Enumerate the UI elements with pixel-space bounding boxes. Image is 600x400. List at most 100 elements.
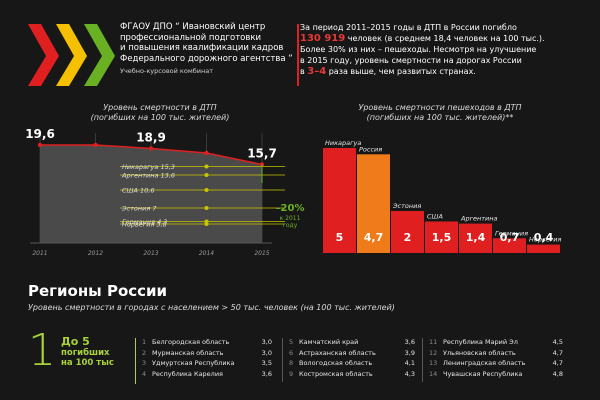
region-column: 5 Камчатский край 3,6 6 Астраханская област… xyxy=(289,337,415,379)
stat-block: За период 2011–2015 годы в ДТП в России … xyxy=(300,22,590,77)
region-value: 4,7 xyxy=(552,359,563,368)
region-rank: 12 xyxy=(429,348,438,357)
stat-ratio: 3–4 xyxy=(307,66,327,77)
regions-title: Регионы России xyxy=(28,282,168,300)
bar-value-label: 1,4 xyxy=(466,231,486,244)
bar xyxy=(323,148,356,253)
bar-value-label: 0,7 xyxy=(500,231,520,244)
region-value: 4,1 xyxy=(404,359,415,368)
pedestrian-chart-title: Уровень смертности пешеходов в ДТП xyxy=(358,103,522,112)
region-rank: 4 xyxy=(142,369,147,378)
region-rank: 8 xyxy=(289,359,294,368)
level-divider xyxy=(135,338,136,384)
region-name: Камчатский край xyxy=(299,338,359,347)
region-value: 3,5 xyxy=(261,359,272,368)
org-line: и повышения квалификации кадров xyxy=(120,43,284,53)
x-tick-label: 2014 xyxy=(199,250,214,257)
region-row: 5 Камчатский край 3,6 xyxy=(289,337,415,348)
annotation-text: к 2011 xyxy=(280,215,301,222)
region-rank: 5 xyxy=(289,338,294,347)
level-label-line: на 100 тыс xyxy=(61,358,114,368)
pedestrian-bar-chart: Никарагуа 5 Россия 4,7 Эстония 2 США 1,5 Аргенти… xyxy=(323,139,561,253)
org-line: Федерального дорожного агентства ” xyxy=(120,53,293,64)
benchmark-label: Норвегия 3,8 xyxy=(122,221,167,229)
stat-line: в 2015 году, уровень смертности на дорог… xyxy=(300,56,522,65)
region-row: 3 Удмуртская Республика 3,5 xyxy=(142,358,272,369)
x-tick-label: 2015 xyxy=(254,250,269,257)
x-tick-label: 2011 xyxy=(32,250,47,257)
column-divider xyxy=(422,338,423,382)
data-point xyxy=(93,142,98,148)
region-name: Чувашская Республика xyxy=(443,369,523,378)
region-rank: 13 xyxy=(429,359,438,368)
category-label: Россия xyxy=(359,145,382,153)
x-tick-label: 2012 xyxy=(88,250,103,257)
region-name: Ульяновская область xyxy=(443,348,516,357)
level-number: 1 xyxy=(28,325,56,376)
value-label: 18,9 xyxy=(136,131,166,145)
pedestrian-chart-subtitle: (погибших на 100 тыс. жителей)** xyxy=(366,112,514,122)
bar-value-label: 1,5 xyxy=(432,231,452,244)
bar xyxy=(459,223,492,253)
region-value: 3,6 xyxy=(404,338,415,347)
pedestrian-chart-title-block: Уровень смертности пешеходов в ДТП (поги… xyxy=(330,103,550,122)
region-column: 11 Республика Марий Эл 4,5 12 Ульяновская о… xyxy=(429,337,563,379)
logo-red-chevron xyxy=(28,24,59,86)
region-name: Костромская область xyxy=(299,369,373,378)
region-rank: 14 xyxy=(429,369,438,378)
logo xyxy=(28,24,115,86)
category-label: Норвегия xyxy=(529,236,561,244)
region-value: 3,0 xyxy=(261,338,272,347)
stat-line: 130 919 человек (в среднем 18,4 человек … xyxy=(300,33,590,44)
category-label: Аргентина xyxy=(460,215,497,223)
area-fill xyxy=(40,145,262,243)
org-subtitle: Учебно-курсовой комбинат xyxy=(120,67,213,75)
mortality-chart-title: Уровень смертности в ДТП xyxy=(103,103,217,112)
region-name: Республика Карелия xyxy=(152,369,223,378)
region-rank: 3 xyxy=(142,359,147,368)
region-value: 4,5 xyxy=(552,338,563,347)
region-row: 14 Чувашская Республика 4,8 xyxy=(429,369,563,380)
benchmark-label: Аргентина 13,6 xyxy=(121,172,175,180)
mortality-chart-title-block: Уровень смертности в ДТП (погибших на 10… xyxy=(60,103,260,122)
org-line: профессиональной подготовки xyxy=(120,32,262,43)
bar xyxy=(493,238,526,253)
stat-text: человек (в среднем 18,4 человек на 100 т… xyxy=(345,34,545,43)
data-point xyxy=(37,142,43,148)
mortality-chart-subtitle: (погибших на 100 тыс. жителей) xyxy=(90,112,230,122)
region-rank: 11 xyxy=(429,338,438,347)
stat-line: Более 30% из них – пешеходы. Несмотря на… xyxy=(300,45,537,54)
region-rank: 1 xyxy=(142,338,147,347)
stat-text: в xyxy=(300,67,308,76)
region-row: 6 Астраханская область 3,9 xyxy=(289,348,415,359)
region-row: 2 Мурманская область 3,0 xyxy=(142,348,272,359)
bar xyxy=(391,211,424,253)
annotation-value: –20% xyxy=(276,203,305,214)
region-row: 11 Республика Марий Эл 4,5 xyxy=(429,337,563,348)
stat-text: раза выше, чем развитых странах. xyxy=(326,67,476,76)
benchmark-point xyxy=(204,173,209,177)
bar xyxy=(357,154,390,253)
region-row: 4 Республика Карелия 3,6 xyxy=(142,369,272,380)
region-row: 13 Ленинградская область 4,7 xyxy=(429,358,563,369)
region-rank: 9 xyxy=(289,369,294,378)
bar-value-label: 4,7 xyxy=(364,231,384,244)
region-value: 3,9 xyxy=(404,348,415,357)
regions-subtitle: Уровень смертности в городах с население… xyxy=(28,303,395,312)
region-rank: 6 xyxy=(289,348,294,357)
region-name: Республика Марий Эл xyxy=(443,338,518,347)
category-label: Эстония xyxy=(392,202,421,210)
org-block: ФГАОУ ДПО “ Ивановский центр профессиона… xyxy=(120,22,295,77)
region-value: 4,7 xyxy=(552,348,563,357)
benchmark-point xyxy=(204,222,209,226)
region-row: 9 Костромская область 4,3 xyxy=(289,369,415,380)
region-name: Ленинградская область xyxy=(443,359,526,368)
x-tick-label: 2013 xyxy=(143,250,158,257)
region-name: Вологодская область xyxy=(299,359,373,368)
region-value: 4,3 xyxy=(404,369,415,378)
logo-green-chevron xyxy=(84,24,115,86)
bar xyxy=(425,221,458,253)
region-row: 8 Вологодская область 4,1 xyxy=(289,358,415,369)
category-label: США xyxy=(427,213,443,221)
benchmark-point xyxy=(204,188,209,192)
